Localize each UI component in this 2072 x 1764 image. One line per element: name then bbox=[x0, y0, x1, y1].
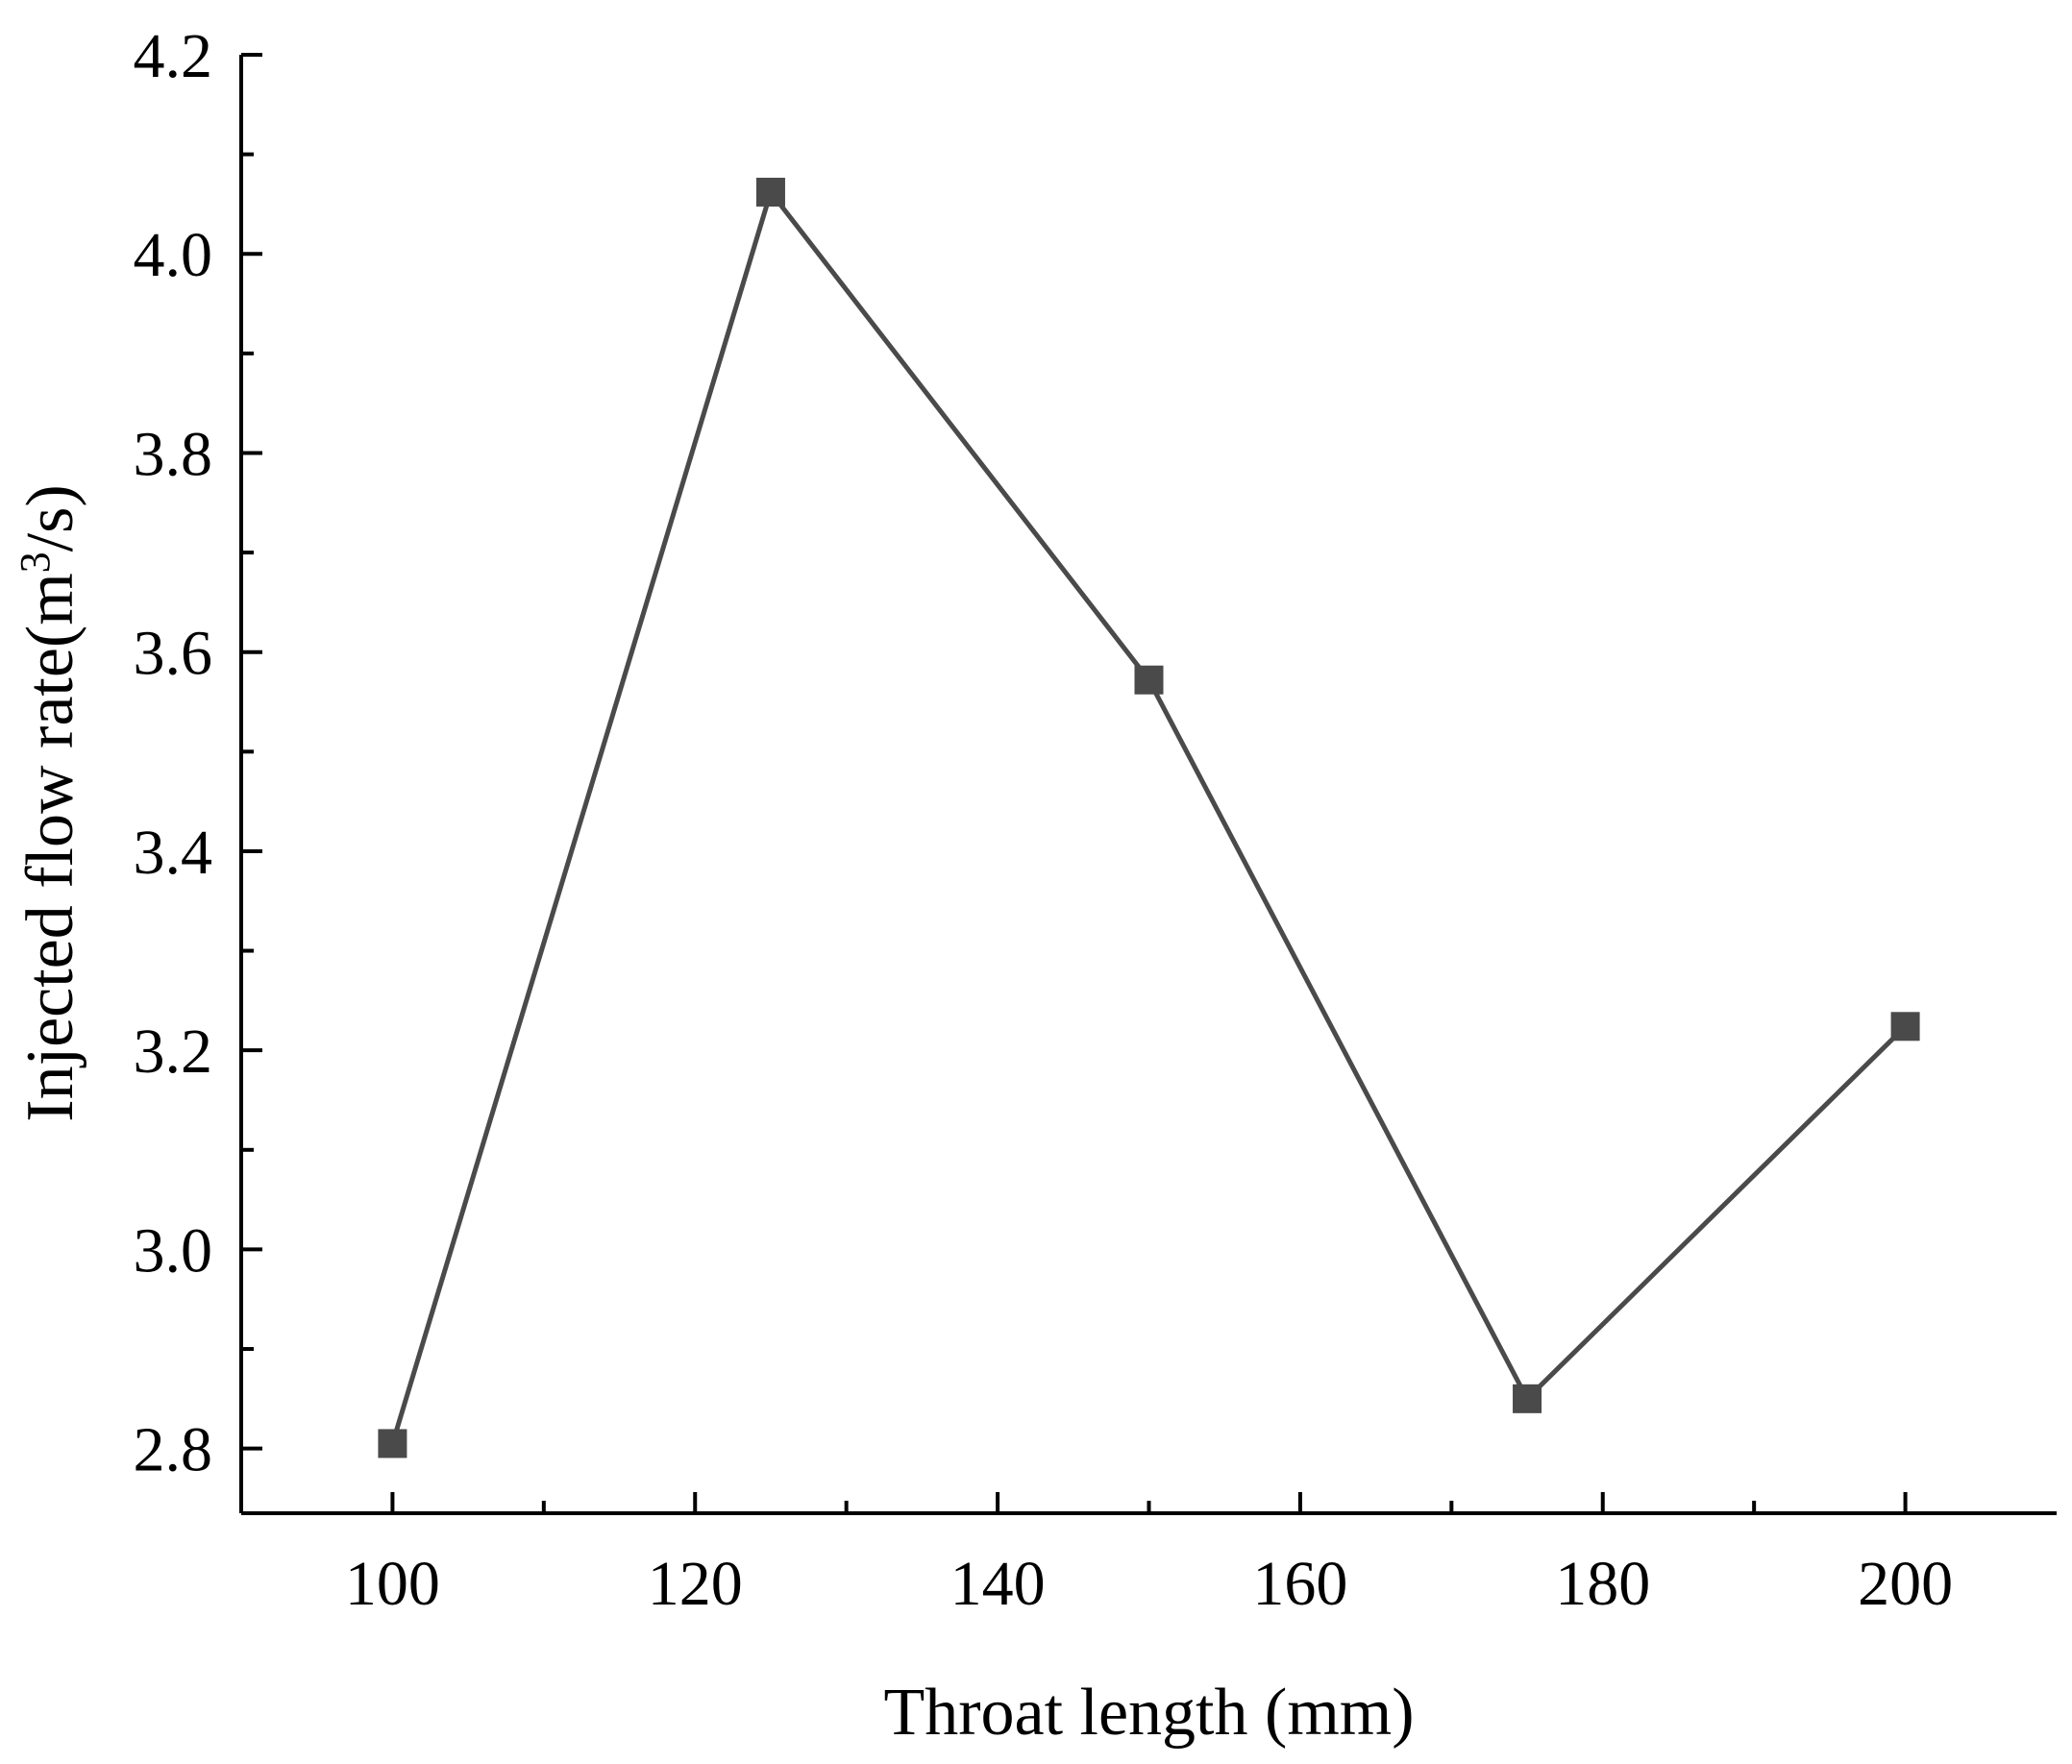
y-tick-label: 3.0 bbox=[134, 1215, 213, 1286]
x-axis-ticks: 100 120 140 160 180 200 bbox=[345, 1492, 1953, 1619]
axes bbox=[239, 55, 2057, 1515]
x-axis-title: Throat length (mm) bbox=[883, 1676, 1414, 1750]
y-tick-label: 3.8 bbox=[134, 419, 213, 489]
x-tick-label: 120 bbox=[648, 1549, 743, 1619]
x-tick-label: 200 bbox=[1858, 1549, 1953, 1619]
y-tick-label: 4.0 bbox=[134, 220, 213, 290]
data-point-marker bbox=[1890, 1012, 1920, 1041]
data-point-marker bbox=[1134, 665, 1164, 695]
x-tick-label: 160 bbox=[1252, 1549, 1347, 1619]
data-point-marker bbox=[378, 1429, 407, 1458]
y-axis-title-superscript: 3 bbox=[12, 551, 59, 573]
y-tick-label: 4.2 bbox=[134, 21, 213, 91]
y-axis-title: Injected flow rate(m3/s) bbox=[12, 484, 88, 1121]
y-tick-label: 3.4 bbox=[134, 818, 213, 888]
data-point-marker bbox=[755, 177, 785, 207]
y-tick-label: 2.8 bbox=[134, 1415, 213, 1485]
y-axis-title-end: /s) bbox=[13, 484, 87, 551]
y-axis-ticks: 2.8 3.0 3.2 3.4 3.6 3.8 4.0 4.2 bbox=[134, 21, 262, 1485]
x-tick-label: 100 bbox=[345, 1549, 440, 1619]
x-tick-label: 140 bbox=[950, 1549, 1046, 1619]
y-tick-label: 3.2 bbox=[134, 1017, 213, 1087]
y-axis-title-main: Injected flow rate(m bbox=[13, 573, 87, 1121]
data-series bbox=[378, 177, 1920, 1458]
data-point-marker bbox=[1513, 1384, 1542, 1413]
x-tick-label: 180 bbox=[1555, 1549, 1650, 1619]
y-tick-label: 3.6 bbox=[134, 619, 213, 689]
series-line bbox=[390, 189, 1908, 1445]
